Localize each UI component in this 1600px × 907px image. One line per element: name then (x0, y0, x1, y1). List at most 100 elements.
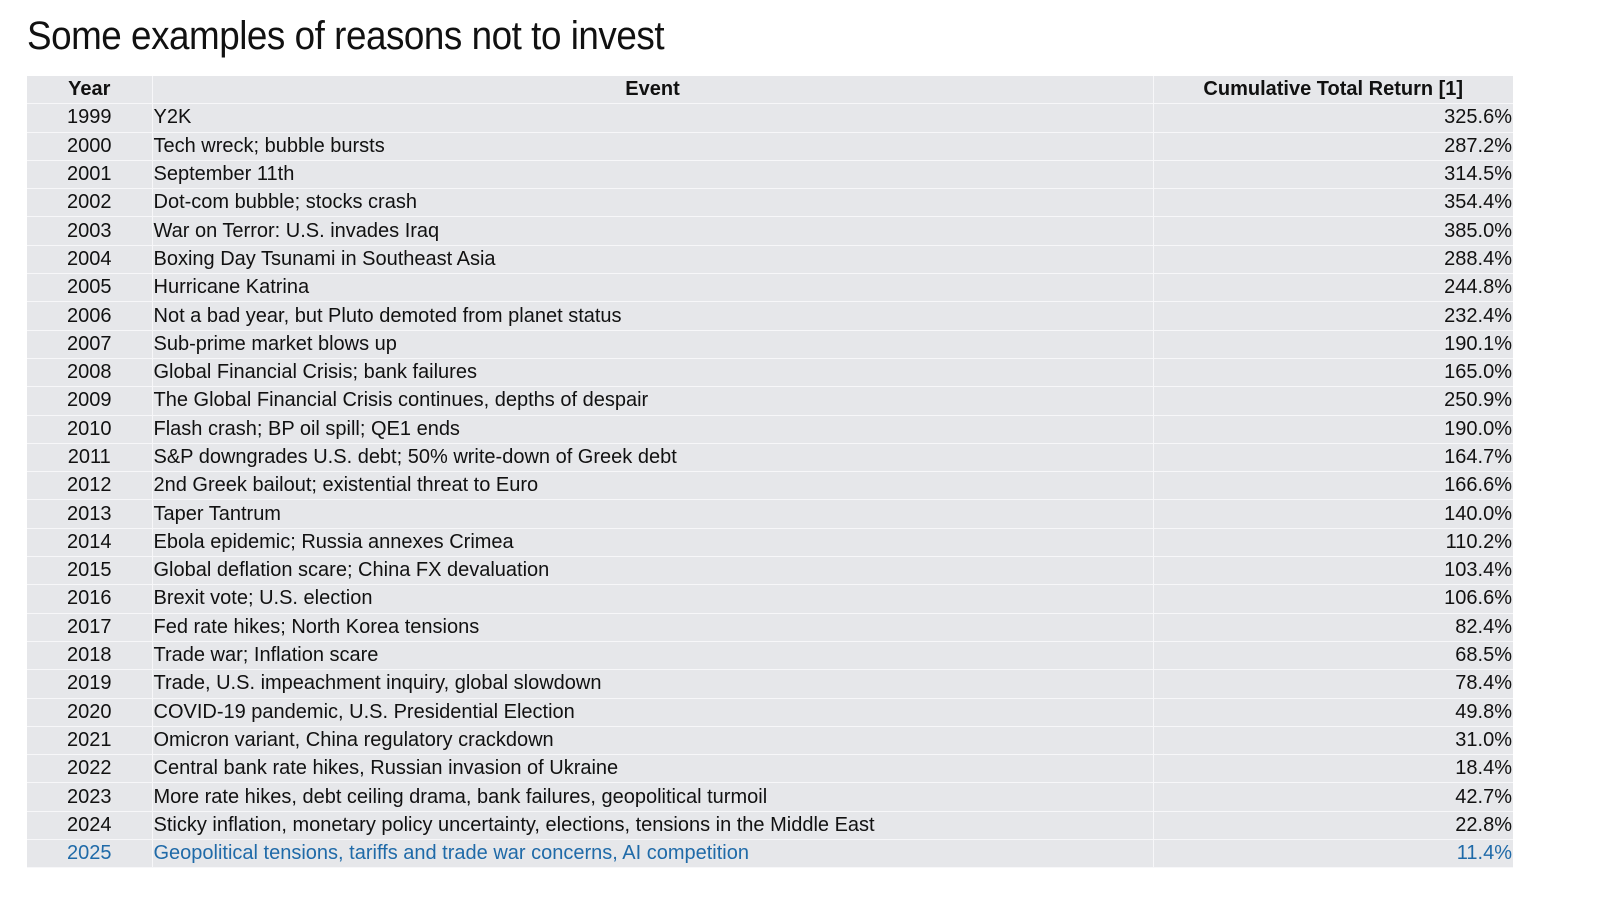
year-cell: 2010 (27, 415, 153, 444)
event-cell: Sub-prime market blows up (152, 330, 1154, 359)
return-cell: 165.0% (1153, 358, 1513, 388)
event-cell: Y2K (152, 103, 1154, 133)
year-cell: 2007 (27, 330, 153, 359)
year-cell: 2004 (27, 245, 153, 275)
table-header-row: Year Event Cumulative Total Return [1] (27, 76, 1513, 105)
year-cell: 2020 (27, 698, 153, 727)
table-row: 2009 The Global Financial Crisis continue… (27, 386, 1513, 416)
year-cell: 2018 (27, 641, 153, 671)
event-cell: More rate hikes, debt ceiling drama, ban… (152, 782, 1154, 812)
event-cell: The Global Financial Crisis continues, d… (152, 386, 1154, 416)
year-cell: 2019 (27, 669, 153, 699)
table-row: 2013 Taper Tantrum 140.0% (27, 499, 1513, 529)
table-row: 2003 War on Terror: U.S. invades Iraq 385.… (27, 216, 1513, 246)
event-cell: Trade, U.S. impeachment inquiry, global … (152, 669, 1154, 699)
return-cell: 244.8% (1153, 273, 1513, 303)
table-row: 2023 More rate hikes, debt ceiling drama,… (27, 782, 1513, 812)
event-cell: Central bank rate hikes, Russian invasio… (152, 754, 1154, 784)
event-cell: Brexit vote; U.S. election (152, 584, 1154, 614)
event-cell: Fed rate hikes; North Korea tensions (152, 613, 1154, 642)
table-row: 2015 Global deflation scare; China FX dev… (27, 556, 1513, 586)
table-row: 2002 Dot-com bubble; stocks crash 354.4% (27, 188, 1513, 218)
return-cell: 106.6% (1153, 584, 1513, 614)
event-cell: War on Terror: U.S. invades Iraq (152, 216, 1154, 246)
return-cell: 68.5% (1153, 641, 1513, 671)
return-cell: 314.5% (1153, 160, 1513, 190)
year-cell: 2006 (27, 301, 153, 331)
return-cell: 164.7% (1153, 443, 1513, 473)
return-cell: 250.9% (1153, 386, 1513, 416)
table-row: 2024 Sticky inflation, monetary policy un… (27, 811, 1513, 841)
year-cell: 2016 (27, 584, 153, 614)
table-row: 2017 Fed rate hikes; North Korea tensions… (27, 613, 1513, 642)
table-row: 2018 Trade war; Inflation scare 68.5% (27, 641, 1513, 671)
year-cell: 2014 (27, 528, 153, 558)
event-cell: Omicron variant, China regulatory crackd… (152, 726, 1154, 756)
table-row: 1999 Y2K 325.6% (27, 103, 1513, 133)
return-cell: 385.0% (1153, 216, 1513, 246)
table-row: 2011 S&P downgrades U.S. debt; 50% write-… (27, 443, 1513, 473)
return-cell: 22.8% (1153, 811, 1513, 841)
event-cell: Global deflation scare; China FX devalua… (152, 556, 1154, 586)
table-row: 2007 Sub-prime market blows up 190.1% (27, 330, 1513, 359)
year-cell: 2025 (27, 839, 153, 869)
event-cell: Flash crash; BP oil spill; QE1 ends (152, 415, 1154, 444)
events-table: Year Event Cumulative Total Return [1] 1… (27, 76, 1513, 869)
event-cell: Trade war; Inflation scare (152, 641, 1154, 671)
column-header-return: Cumulative Total Return [1] (1153, 76, 1513, 105)
event-cell: Tech wreck; bubble bursts (152, 132, 1154, 161)
return-cell: 325.6% (1153, 103, 1513, 133)
table-body: 1999 Y2K 325.6% 2000 Tech wreck; bubble burs… (27, 103, 1513, 869)
return-cell: 190.0% (1153, 415, 1513, 444)
year-cell: 2005 (27, 273, 153, 303)
event-cell: Global Financial Crisis; bank failures (152, 358, 1154, 388)
year-cell: 2012 (27, 471, 153, 501)
return-cell: 140.0% (1153, 499, 1513, 529)
table-row: 2004 Boxing Day Tsunami in Southeast Asia… (27, 245, 1513, 275)
return-cell: 49.8% (1153, 698, 1513, 727)
return-cell: 103.4% (1153, 556, 1513, 586)
return-cell: 166.6% (1153, 471, 1513, 501)
table-row: 2014 Ebola epidemic; Russia annexes Crime… (27, 528, 1513, 558)
year-cell: 2000 (27, 132, 153, 161)
year-cell: 1999 (27, 103, 153, 133)
page-title: Some examples of reasons not to invest (27, 14, 665, 58)
return-cell: 78.4% (1153, 669, 1513, 699)
year-cell: 2015 (27, 556, 153, 586)
return-cell: 31.0% (1153, 726, 1513, 756)
return-cell: 11.4% (1153, 839, 1513, 869)
return-cell: 288.4% (1153, 245, 1513, 275)
table-row: 2019 Trade, U.S. impeachment inquiry, glo… (27, 669, 1513, 699)
table-row: 2022 Central bank rate hikes, Russian inv… (27, 754, 1513, 784)
return-cell: 82.4% (1153, 613, 1513, 642)
year-cell: 2023 (27, 782, 153, 812)
table-row: 2001 September 11th 314.5% (27, 160, 1513, 190)
event-cell: COVID-19 pandemic, U.S. Presidential Ele… (152, 698, 1154, 727)
event-cell: September 11th (152, 160, 1154, 190)
table-row: 2000 Tech wreck; bubble bursts 287.2% (27, 132, 1513, 161)
year-cell: 2017 (27, 613, 153, 642)
table-row: 2012 2nd Greek bailout; existential threa… (27, 471, 1513, 501)
year-cell: 2011 (27, 443, 153, 473)
year-cell: 2002 (27, 188, 153, 218)
return-cell: 18.4% (1153, 754, 1513, 784)
table-row-highlighted: 2025 Geopolitical tensions, tariffs and t… (27, 839, 1513, 869)
year-cell: 2013 (27, 499, 153, 529)
event-cell: 2nd Greek bailout; existential threat to… (152, 471, 1154, 501)
event-cell: Not a bad year, but Pluto demoted from p… (152, 301, 1154, 331)
year-cell: 2003 (27, 216, 153, 246)
return-cell: 287.2% (1153, 132, 1513, 161)
event-cell: Dot-com bubble; stocks crash (152, 188, 1154, 218)
year-cell: 2001 (27, 160, 153, 190)
return-cell: 190.1% (1153, 330, 1513, 359)
table-row: 2020 COVID-19 pandemic, U.S. Presidential… (27, 698, 1513, 727)
table-row: 2006 Not a bad year, but Pluto demoted fr… (27, 301, 1513, 331)
year-cell: 2008 (27, 358, 153, 388)
return-cell: 42.7% (1153, 782, 1513, 812)
event-cell: Boxing Day Tsunami in Southeast Asia (152, 245, 1154, 275)
year-cell: 2021 (27, 726, 153, 756)
table-row: 2021 Omicron variant, China regulatory cr… (27, 726, 1513, 756)
year-cell: 2024 (27, 811, 153, 841)
event-cell: Sticky inflation, monetary policy uncert… (152, 811, 1154, 841)
column-header-year: Year (27, 76, 153, 105)
